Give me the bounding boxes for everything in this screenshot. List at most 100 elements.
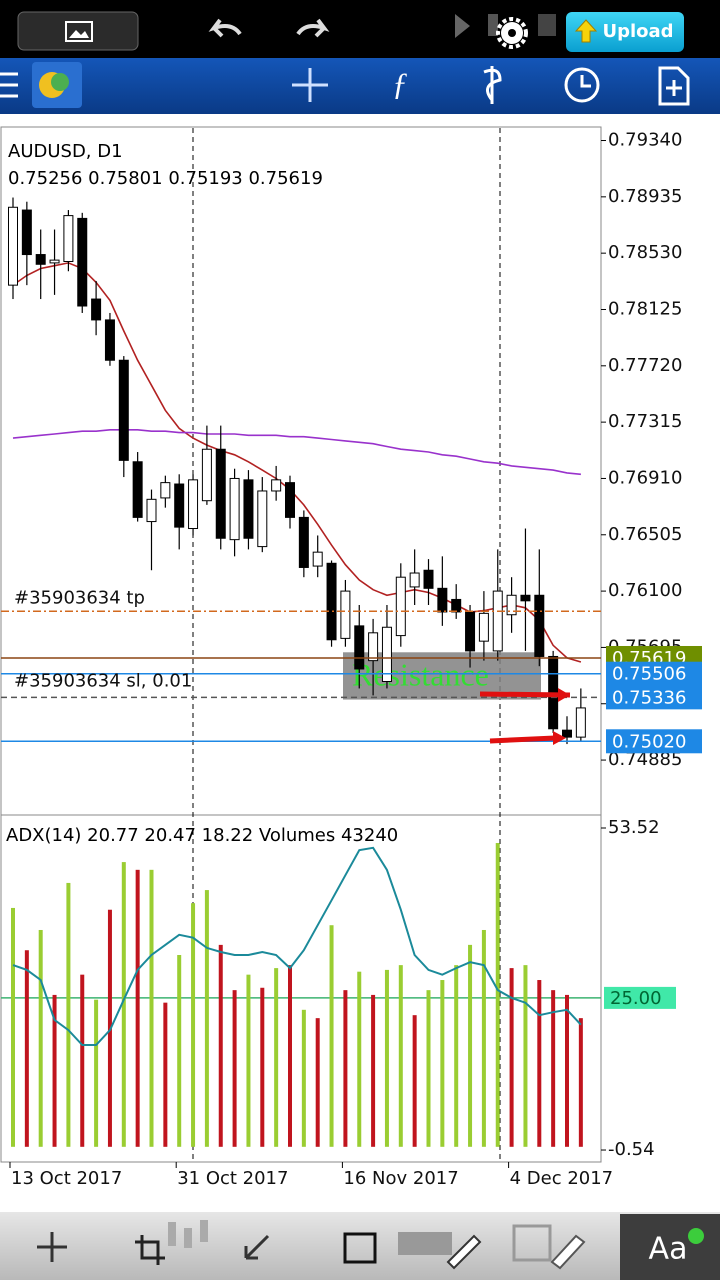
volume-bar <box>191 903 196 1147</box>
candle-body <box>146 498 157 523</box>
volume-bar <box>260 987 265 1147</box>
volume-bar <box>481 929 486 1147</box>
volume-bar <box>384 969 389 1147</box>
x-tick-label: 31 Oct 2017 <box>177 1168 288 1189</box>
y-tick-label: 0.76910 <box>608 467 682 488</box>
candle-body <box>63 215 74 263</box>
candle-body <box>49 259 60 264</box>
volume-bar <box>11 907 15 1147</box>
candle-body <box>77 217 88 307</box>
level-tag <box>604 986 676 1009</box>
price-tag-label: 0.75020 <box>612 731 686 752</box>
candle-body <box>104 319 115 361</box>
candle-body <box>229 477 240 541</box>
price-tag-label: 0.75336 <box>612 687 686 708</box>
volume-bar <box>315 1018 320 1147</box>
mute-icon <box>455 14 470 38</box>
volume-bar <box>94 999 99 1147</box>
document-tool[interactable] <box>512 1224 552 1262</box>
y-tick-label: 0.79340 <box>608 130 682 151</box>
candle-body <box>520 594 531 602</box>
arrow-head <box>553 731 566 745</box>
candle-body <box>326 562 337 641</box>
volume-bar <box>149 869 154 1147</box>
candle-body <box>118 359 129 461</box>
candle-body <box>437 587 448 613</box>
crop-tool[interactable] <box>135 1235 165 1265</box>
volume-bar <box>38 929 43 1147</box>
pencil-tool[interactable] <box>550 1234 586 1270</box>
undo-icon[interactable] <box>208 18 242 38</box>
move-tool[interactable] <box>37 1232 67 1262</box>
volume-bar <box>66 882 71 1147</box>
candle-body <box>201 448 212 502</box>
price-tag <box>606 729 702 754</box>
trade-icon[interactable] <box>483 66 502 104</box>
volume-bar <box>24 950 29 1147</box>
candle-body <box>340 590 351 639</box>
text-tool-button[interactable] <box>620 1214 720 1280</box>
menu-icon[interactable] <box>0 72 18 98</box>
candle-body <box>312 551 323 567</box>
volume-bar <box>551 990 556 1147</box>
price-tag <box>606 661 702 686</box>
volume-bar <box>454 965 459 1147</box>
candle-body <box>368 632 379 662</box>
volume-bar <box>52 994 57 1147</box>
period-icon[interactable] <box>564 67 600 103</box>
candle-body <box>285 482 295 518</box>
order-label: #35903634 sl, 0.01 <box>14 671 192 692</box>
redo-icon[interactable] <box>296 18 330 38</box>
arrow-object <box>489 735 556 744</box>
signal-icon <box>488 14 498 36</box>
volume-bar <box>398 965 403 1147</box>
indicators-icon[interactable]: ƒ <box>392 65 408 101</box>
chart-subtitle: 0.75256 0.75801 0.75193 0.75619 <box>8 168 323 189</box>
new-order-icon[interactable] <box>658 66 690 106</box>
upload-button[interactable]: Upload <box>566 12 684 52</box>
gallery-button[interactable] <box>17 11 139 51</box>
candle-body <box>534 594 545 657</box>
candle-body <box>423 569 434 589</box>
candle-body <box>188 479 199 530</box>
pencil-tool[interactable] <box>446 1234 482 1270</box>
candle-body <box>160 482 171 499</box>
y-tick-label: 0.77720 <box>608 355 682 376</box>
bottom-toolbar <box>0 1212 720 1280</box>
volume-bar <box>426 990 431 1147</box>
crosshair-icon[interactable] <box>292 68 328 102</box>
y-tick-label: 0.76505 <box>608 524 682 545</box>
arrow-head <box>558 688 570 702</box>
app-icon[interactable] <box>32 62 82 108</box>
y-tick-label: 0.77315 <box>608 411 682 432</box>
candle-body <box>381 626 392 682</box>
volume-bar <box>523 965 528 1147</box>
chart-title: AUDUSD, D1 <box>8 141 123 162</box>
y-tick-label: 0.78935 <box>608 186 682 207</box>
candles-tool[interactable] <box>168 1220 208 1248</box>
volume-bar <box>232 990 237 1147</box>
rectangle-tool[interactable] <box>343 1232 377 1264</box>
volume-bar <box>343 990 348 1147</box>
candle-body <box>257 490 268 548</box>
candle-body <box>91 298 102 321</box>
candle-body <box>575 707 586 738</box>
candle-body <box>8 206 18 286</box>
y-tick-label: 0.76100 <box>608 580 682 601</box>
order-label: #35903634 tp <box>14 587 145 608</box>
volume-bar <box>288 965 292 1147</box>
volume-bar <box>163 1002 168 1147</box>
settings-icon[interactable] <box>496 17 528 49</box>
moving-average <box>12 262 582 663</box>
arrow-tool[interactable] <box>244 1234 270 1260</box>
candle-body <box>174 483 185 528</box>
y-tick-label: -0.54 <box>608 1139 655 1160</box>
candle-body <box>132 461 143 518</box>
y-tick-label: 0.74885 <box>608 749 682 770</box>
candle-body <box>243 479 254 539</box>
indicator-panel <box>0 814 602 1163</box>
objects-tool[interactable] <box>398 1232 452 1255</box>
volume-bar <box>218 944 223 1147</box>
volume-bar <box>204 890 209 1147</box>
